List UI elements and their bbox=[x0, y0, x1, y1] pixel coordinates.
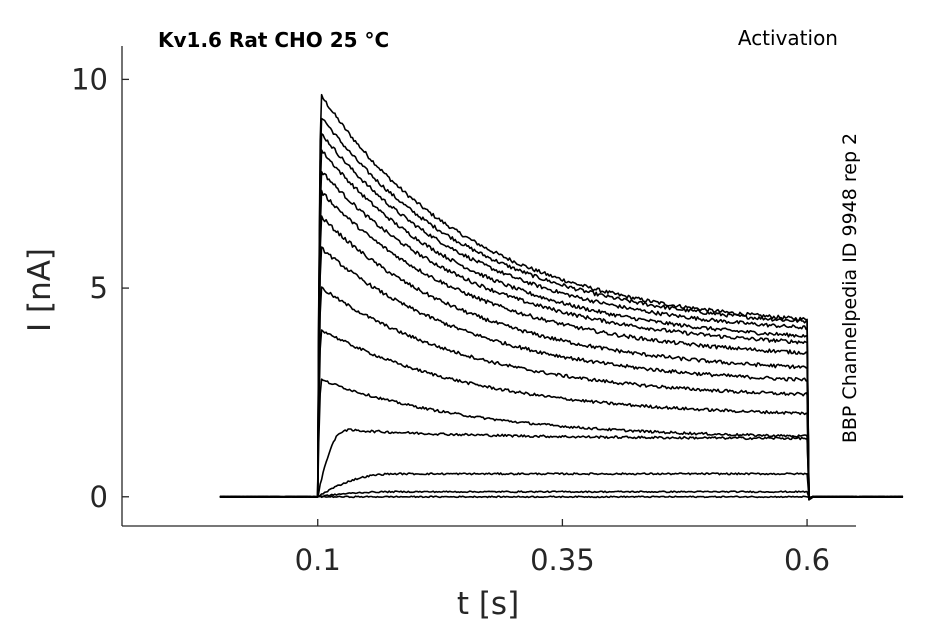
current-trace bbox=[219, 93, 904, 501]
current-trace bbox=[219, 495, 904, 499]
current-trace bbox=[219, 472, 903, 499]
x-tick-label: 0.6 bbox=[784, 543, 830, 577]
y-tick-label: 10 bbox=[71, 62, 108, 96]
current-trace bbox=[219, 170, 904, 501]
current-trace bbox=[219, 132, 904, 501]
current-trace bbox=[219, 117, 904, 501]
current-trace bbox=[219, 286, 904, 499]
current-trace bbox=[219, 428, 904, 499]
current-trace bbox=[219, 329, 904, 499]
traces bbox=[219, 93, 904, 501]
current-trace bbox=[219, 189, 903, 501]
x-tick-label: 0.35 bbox=[530, 543, 595, 577]
x-tick-label: 0.1 bbox=[295, 543, 341, 577]
current-trace bbox=[219, 246, 904, 501]
source-id-label: BBP Channelpedia ID 9948 rep 2 bbox=[839, 133, 861, 443]
chart-title: Kv1.6 Rat CHO 25 °C bbox=[158, 28, 389, 52]
x-axis-label: t [s] bbox=[457, 586, 519, 622]
y-tick-label: 0 bbox=[90, 480, 108, 514]
y-tick-label: 5 bbox=[90, 271, 108, 305]
y-axis-label: I [nA] bbox=[22, 248, 58, 332]
ticks: 0.1 0.35 0.6 0 5 10 bbox=[71, 62, 830, 577]
current-trace bbox=[219, 378, 904, 499]
protocol-label: Activation bbox=[738, 26, 838, 50]
current-trace bbox=[219, 490, 904, 499]
current-trace bbox=[219, 149, 904, 501]
current-trace bbox=[219, 215, 903, 501]
